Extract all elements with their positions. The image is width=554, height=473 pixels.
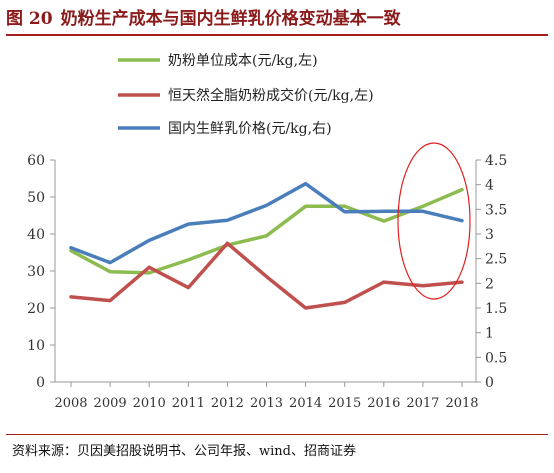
left-tick-label: 30 (27, 264, 45, 280)
series-line-2 (69, 241, 464, 310)
legend-label-2: 恒天然全脂奶粉成交价(元/kg,左) (168, 87, 374, 104)
highlight-ellipse (397, 142, 471, 300)
left-tick-label: 20 (27, 301, 45, 317)
right-tick-label: 2.5 (485, 252, 507, 268)
right-tick-label: 4.5 (485, 153, 507, 169)
right-tick-label: 0.5 (485, 350, 507, 366)
left-tick-label: 60 (27, 153, 45, 169)
x-tick-label: 2008 (54, 396, 87, 411)
x-tick-label: 2009 (94, 396, 127, 411)
figure-title: 图 20 奶粉生产成本与国内生鲜乳价格变动基本一致 (6, 6, 548, 32)
right-tick-label: 3.5 (485, 202, 507, 218)
x-tick-label: 2018 (445, 396, 478, 411)
series-line-3 (69, 181, 464, 265)
left-tick-label: 10 (27, 338, 45, 354)
legend-label-3: 国内生鲜乳价格(元/kg,右) (168, 121, 332, 137)
x-tick-label: 2016 (367, 396, 400, 411)
figure-number: 图 20 (6, 9, 53, 29)
x-tick-label: 2014 (289, 396, 322, 411)
left-tick-label: 40 (27, 227, 45, 243)
right-tick-label: 1.5 (485, 301, 507, 317)
x-tick-label: 2011 (172, 396, 205, 411)
right-tick-label: 3 (485, 227, 494, 243)
figure-title-text: 奶粉生产成本与国内生鲜乳价格变动基本一致 (60, 9, 401, 29)
right-tick-label: 2 (485, 276, 494, 292)
series-line-1 (69, 187, 464, 275)
x-tick-label: 2017 (406, 396, 439, 411)
title-rule (6, 34, 548, 36)
source-note: 资料来源：贝因美招股说明书、公司年报、wind、招商证券 (12, 444, 356, 459)
left-tick-label: 0 (36, 375, 45, 391)
right-tick-label: 1 (485, 326, 494, 342)
chart-plot: 0 10 20 30 40 50 60 0 0.5 1 1.5 2 2.5 3 3.5 4 4.5 2008 200… (27, 53, 507, 411)
x-tick-label: 2012 (211, 396, 244, 411)
x-tick-label: 2015 (328, 396, 361, 411)
footer-rule (6, 434, 548, 435)
left-tick-label: 50 (27, 190, 45, 206)
x-tick-label: 2010 (133, 396, 166, 411)
right-tick-label: 0 (485, 375, 494, 391)
x-tick-label: 2013 (250, 396, 283, 411)
right-tick-label: 4 (485, 178, 494, 194)
legend-label-1: 奶粉单位成本(元/kg,左) (168, 53, 318, 69)
